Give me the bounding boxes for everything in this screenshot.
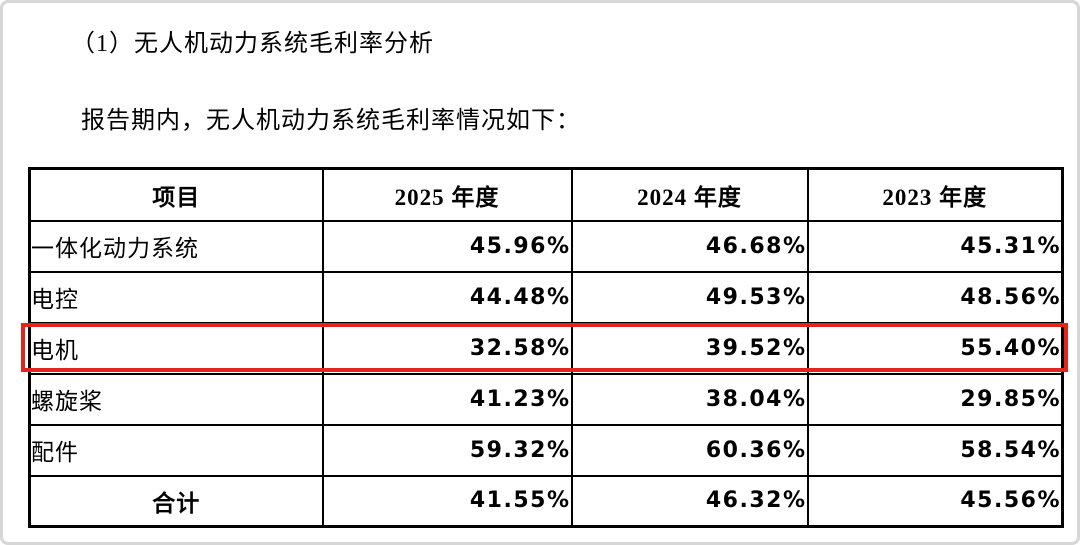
cell-value: 45.56% [806, 474, 1064, 528]
cell-value: 41.23% [321, 372, 573, 426]
table-row-highlighted: 电机 32.58% 39.52% 55.40% [28, 321, 1064, 375]
table-row: 电控 44.48% 49.53% 48.56% [28, 270, 1064, 324]
cell-value: 39.52% [570, 321, 809, 375]
table-row: 一体化动力系统 45.96% 46.68% 45.31% [28, 219, 1064, 273]
total-label: 合计 [28, 474, 324, 528]
table-zone: 项目 2025 年度 2024 年度 2023 年度 一体化动力系统 45.96… [21, 167, 1068, 528]
cell-value: 29.85% [806, 372, 1064, 426]
cell-value: 41.55% [321, 474, 573, 528]
table-row: 配件 59.32% 60.36% 58.54% [28, 423, 1064, 477]
cell-value: 59.32% [321, 423, 573, 477]
column-header-2023: 2023 年度 [806, 167, 1064, 222]
cell-value: 55.40% [806, 321, 1064, 375]
column-header-2024: 2024 年度 [570, 167, 809, 222]
table-row: 螺旋桨 41.23% 38.04% 29.85% [28, 372, 1064, 426]
cell-value: 48.56% [806, 270, 1064, 324]
section-heading: （1）无人机动力系统毛利率分析 [71, 31, 434, 57]
cell-value: 38.04% [570, 372, 809, 426]
cell-value: 32.58% [321, 321, 573, 375]
cell-value: 46.68% [570, 219, 809, 273]
column-header-2025: 2025 年度 [321, 167, 573, 222]
cell-value: 45.31% [806, 219, 1064, 273]
cell-value: 45.96% [321, 219, 573, 273]
cell-value: 44.48% [321, 270, 573, 324]
column-header-item: 项目 [28, 167, 324, 222]
cell-value: 46.32% [570, 474, 809, 528]
header-row: 项目 2025 年度 2024 年度 2023 年度 [28, 167, 1064, 222]
intro-text: 报告期内，无人机动力系统毛利率情况如下： [81, 108, 581, 134]
cell-value: 58.54% [806, 423, 1064, 477]
row-label: 电机 [28, 321, 324, 375]
cell-value: 49.53% [570, 270, 809, 324]
cell-value: 60.36% [570, 423, 809, 477]
row-label: 一体化动力系统 [28, 219, 324, 273]
total-row: 合计 41.55% 46.32% 45.56% [28, 474, 1064, 528]
gross-margin-table: 项目 2025 年度 2024 年度 2023 年度 一体化动力系统 45.96… [28, 167, 1064, 528]
row-label: 电控 [28, 270, 324, 324]
row-label: 螺旋桨 [28, 372, 324, 426]
row-label: 配件 [28, 423, 324, 477]
